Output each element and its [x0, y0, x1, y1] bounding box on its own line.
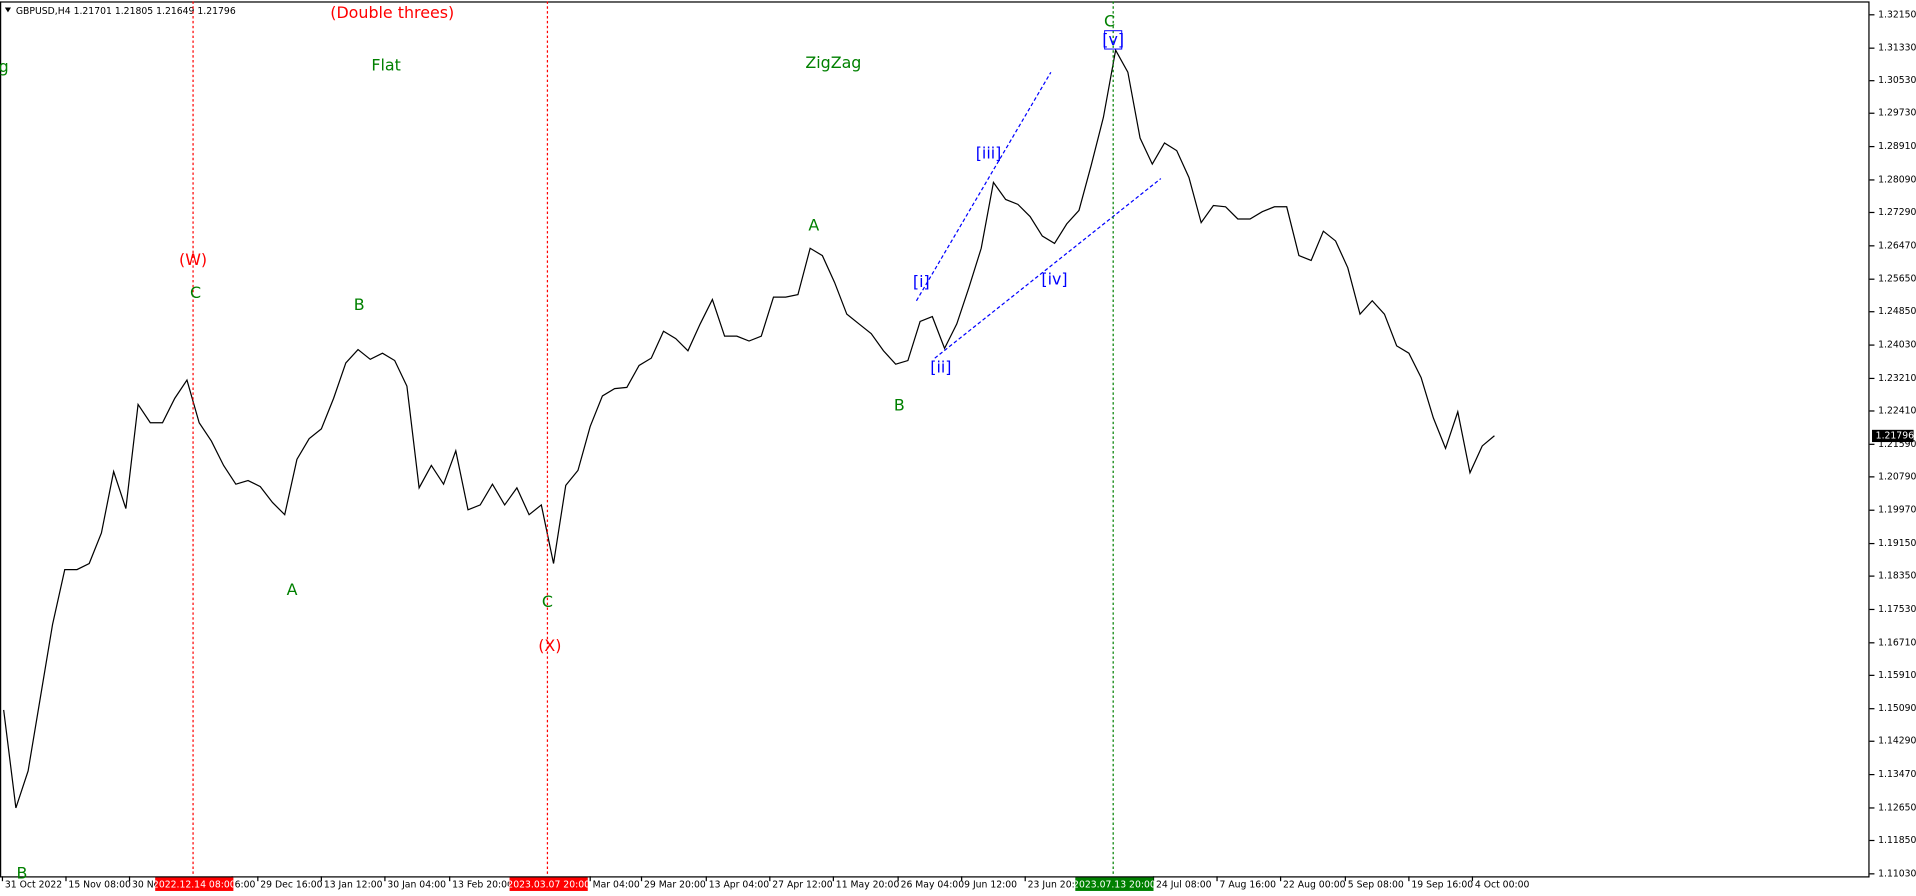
y-tick-label: 1.15910 — [1878, 670, 1916, 681]
marker-label-box — [1075, 877, 1154, 891]
y-tick-label: 1.21590 — [1878, 439, 1916, 450]
x-tick-label: 4 Oct 00:00 — [1475, 879, 1530, 890]
x-tick-label: 29 Mar 20:00 — [644, 879, 706, 890]
x-tick-label: 30 Jan 04:00 — [387, 879, 446, 890]
plot-frame — [0, 1, 1870, 878]
marker-label: 2023.03.07 20:00 — [507, 879, 590, 890]
last-price-label: 1.21796 — [1876, 430, 1914, 441]
y-tick-label: 1.32150 — [1878, 9, 1916, 20]
y-tick-label: 1.16710 — [1878, 637, 1916, 648]
x-tick-label: Mar 04:00 — [593, 879, 640, 890]
y-tick-label: 1.13470 — [1878, 769, 1916, 780]
symbol: GBPUSD,H4 — [16, 6, 71, 17]
annotation-box — [1104, 30, 1123, 50]
x-tick-label: 13 Apr 04:00 — [709, 879, 770, 890]
y-tick-label: 1.11030 — [1878, 868, 1916, 879]
low: 1.21649 — [156, 6, 194, 17]
x-tick-label: 19 Sep 16:00 — [1411, 879, 1473, 890]
wave-label: [iv] — [1041, 269, 1067, 288]
y-tick-label: 1.23210 — [1878, 373, 1916, 384]
wave-label: C — [542, 592, 553, 611]
channel-line — [934, 178, 1162, 359]
x-tick-label: 13 Feb 20:00 — [452, 879, 513, 890]
y-tick-label: 1.24850 — [1878, 306, 1916, 317]
x-tick-label: 30 No — [132, 879, 160, 890]
y-tick-label: 1.14290 — [1878, 736, 1916, 747]
last-price-box — [1872, 429, 1914, 443]
price-line — [3, 48, 1495, 809]
y-tick-label: 1.17530 — [1878, 604, 1916, 615]
x-tick-label: 9 Jun 12:00 — [964, 879, 1017, 890]
wave-label: [i] — [913, 272, 930, 291]
high: 1.21805 — [115, 6, 153, 17]
y-tick-label: 1.11850 — [1878, 835, 1916, 846]
y-tick-label: 1.27290 — [1878, 207, 1916, 218]
header: GBPUSD,H4 1.21701 1.21805 1.21649 1.2179… — [16, 6, 236, 17]
marker-label-box — [509, 877, 588, 891]
wave-label: Flat — [371, 56, 401, 75]
marker-label: 2023.07.13 20:00 — [1073, 879, 1156, 890]
x-tick-label: 6:00 — [235, 879, 256, 890]
y-tick-label: 1.30530 — [1878, 75, 1916, 86]
x-tick-label: 29 Dec 16:00 — [260, 879, 322, 890]
x-tick-label: 22 Aug 00:00 — [1283, 879, 1346, 890]
y-tick-label: 1.12650 — [1878, 802, 1916, 813]
wave-label: ZigZag — [805, 53, 861, 72]
wave-label: (Double threes) — [330, 3, 454, 22]
y-tick-label: 1.28090 — [1878, 174, 1916, 185]
y-tick-label: 1.20790 — [1878, 471, 1916, 482]
x-tick-label: 26 May 04:00 — [901, 879, 965, 890]
wave-label: A — [287, 580, 298, 599]
wave-label: B — [354, 295, 365, 314]
y-tick-label: 1.18350 — [1878, 571, 1916, 582]
y-tick-label: 1.22410 — [1878, 405, 1916, 416]
x-tick-label: 23 Jun 20:00 — [1028, 879, 1087, 890]
wave-label: (W) — [179, 250, 207, 269]
wave-label: B — [17, 863, 28, 882]
wave-label: [v] — [1102, 30, 1124, 49]
x-tick-label: 7 Aug 16:00 — [1219, 879, 1276, 890]
x-tick-label: 11 May 20:00 — [836, 879, 900, 890]
y-tick-label: 1.25650 — [1878, 274, 1916, 285]
y-tick-label: 1.29730 — [1878, 108, 1916, 119]
y-tick-label: 1.28910 — [1878, 141, 1916, 152]
y-tick-label: 1.19150 — [1878, 538, 1916, 549]
x-tick-label: 13 Jan 12:00 — [324, 879, 383, 890]
x-tick-label: 31 Oct 2022 — [5, 879, 62, 890]
wave-label: B — [894, 395, 905, 414]
channel-line — [915, 71, 1052, 302]
wave-label: C — [190, 283, 201, 302]
wave-label: [iii] — [976, 144, 1002, 163]
wave-label: (X) — [538, 636, 561, 655]
close: 1.21796 — [197, 6, 235, 17]
x-tick-label: 15 Nov 08:00 — [68, 879, 131, 890]
wave-label: A — [808, 216, 819, 235]
wave-label: g — [0, 57, 9, 76]
y-tick-label: 1.19970 — [1878, 505, 1916, 516]
y-tick-label: 1.24030 — [1878, 340, 1916, 351]
y-tick-label: 1.31330 — [1878, 43, 1916, 54]
x-tick-label: 5 Sep 08:00 — [1348, 879, 1404, 890]
x-tick-label: 27 Apr 12:00 — [772, 879, 833, 890]
wave-label: [ii] — [930, 357, 951, 376]
menu-arrow[interactable] — [4, 7, 11, 13]
marker-label-box — [155, 877, 234, 891]
y-tick-label: 1.26470 — [1878, 240, 1916, 251]
open: 1.21701 — [74, 6, 112, 17]
marker-label: 2022.12.14 08:00 — [153, 879, 236, 890]
y-tick-label: 1.15090 — [1878, 703, 1916, 714]
wave-label: C — [1104, 12, 1115, 31]
x-tick-label: 24 Jul 08:00 — [1156, 879, 1212, 890]
